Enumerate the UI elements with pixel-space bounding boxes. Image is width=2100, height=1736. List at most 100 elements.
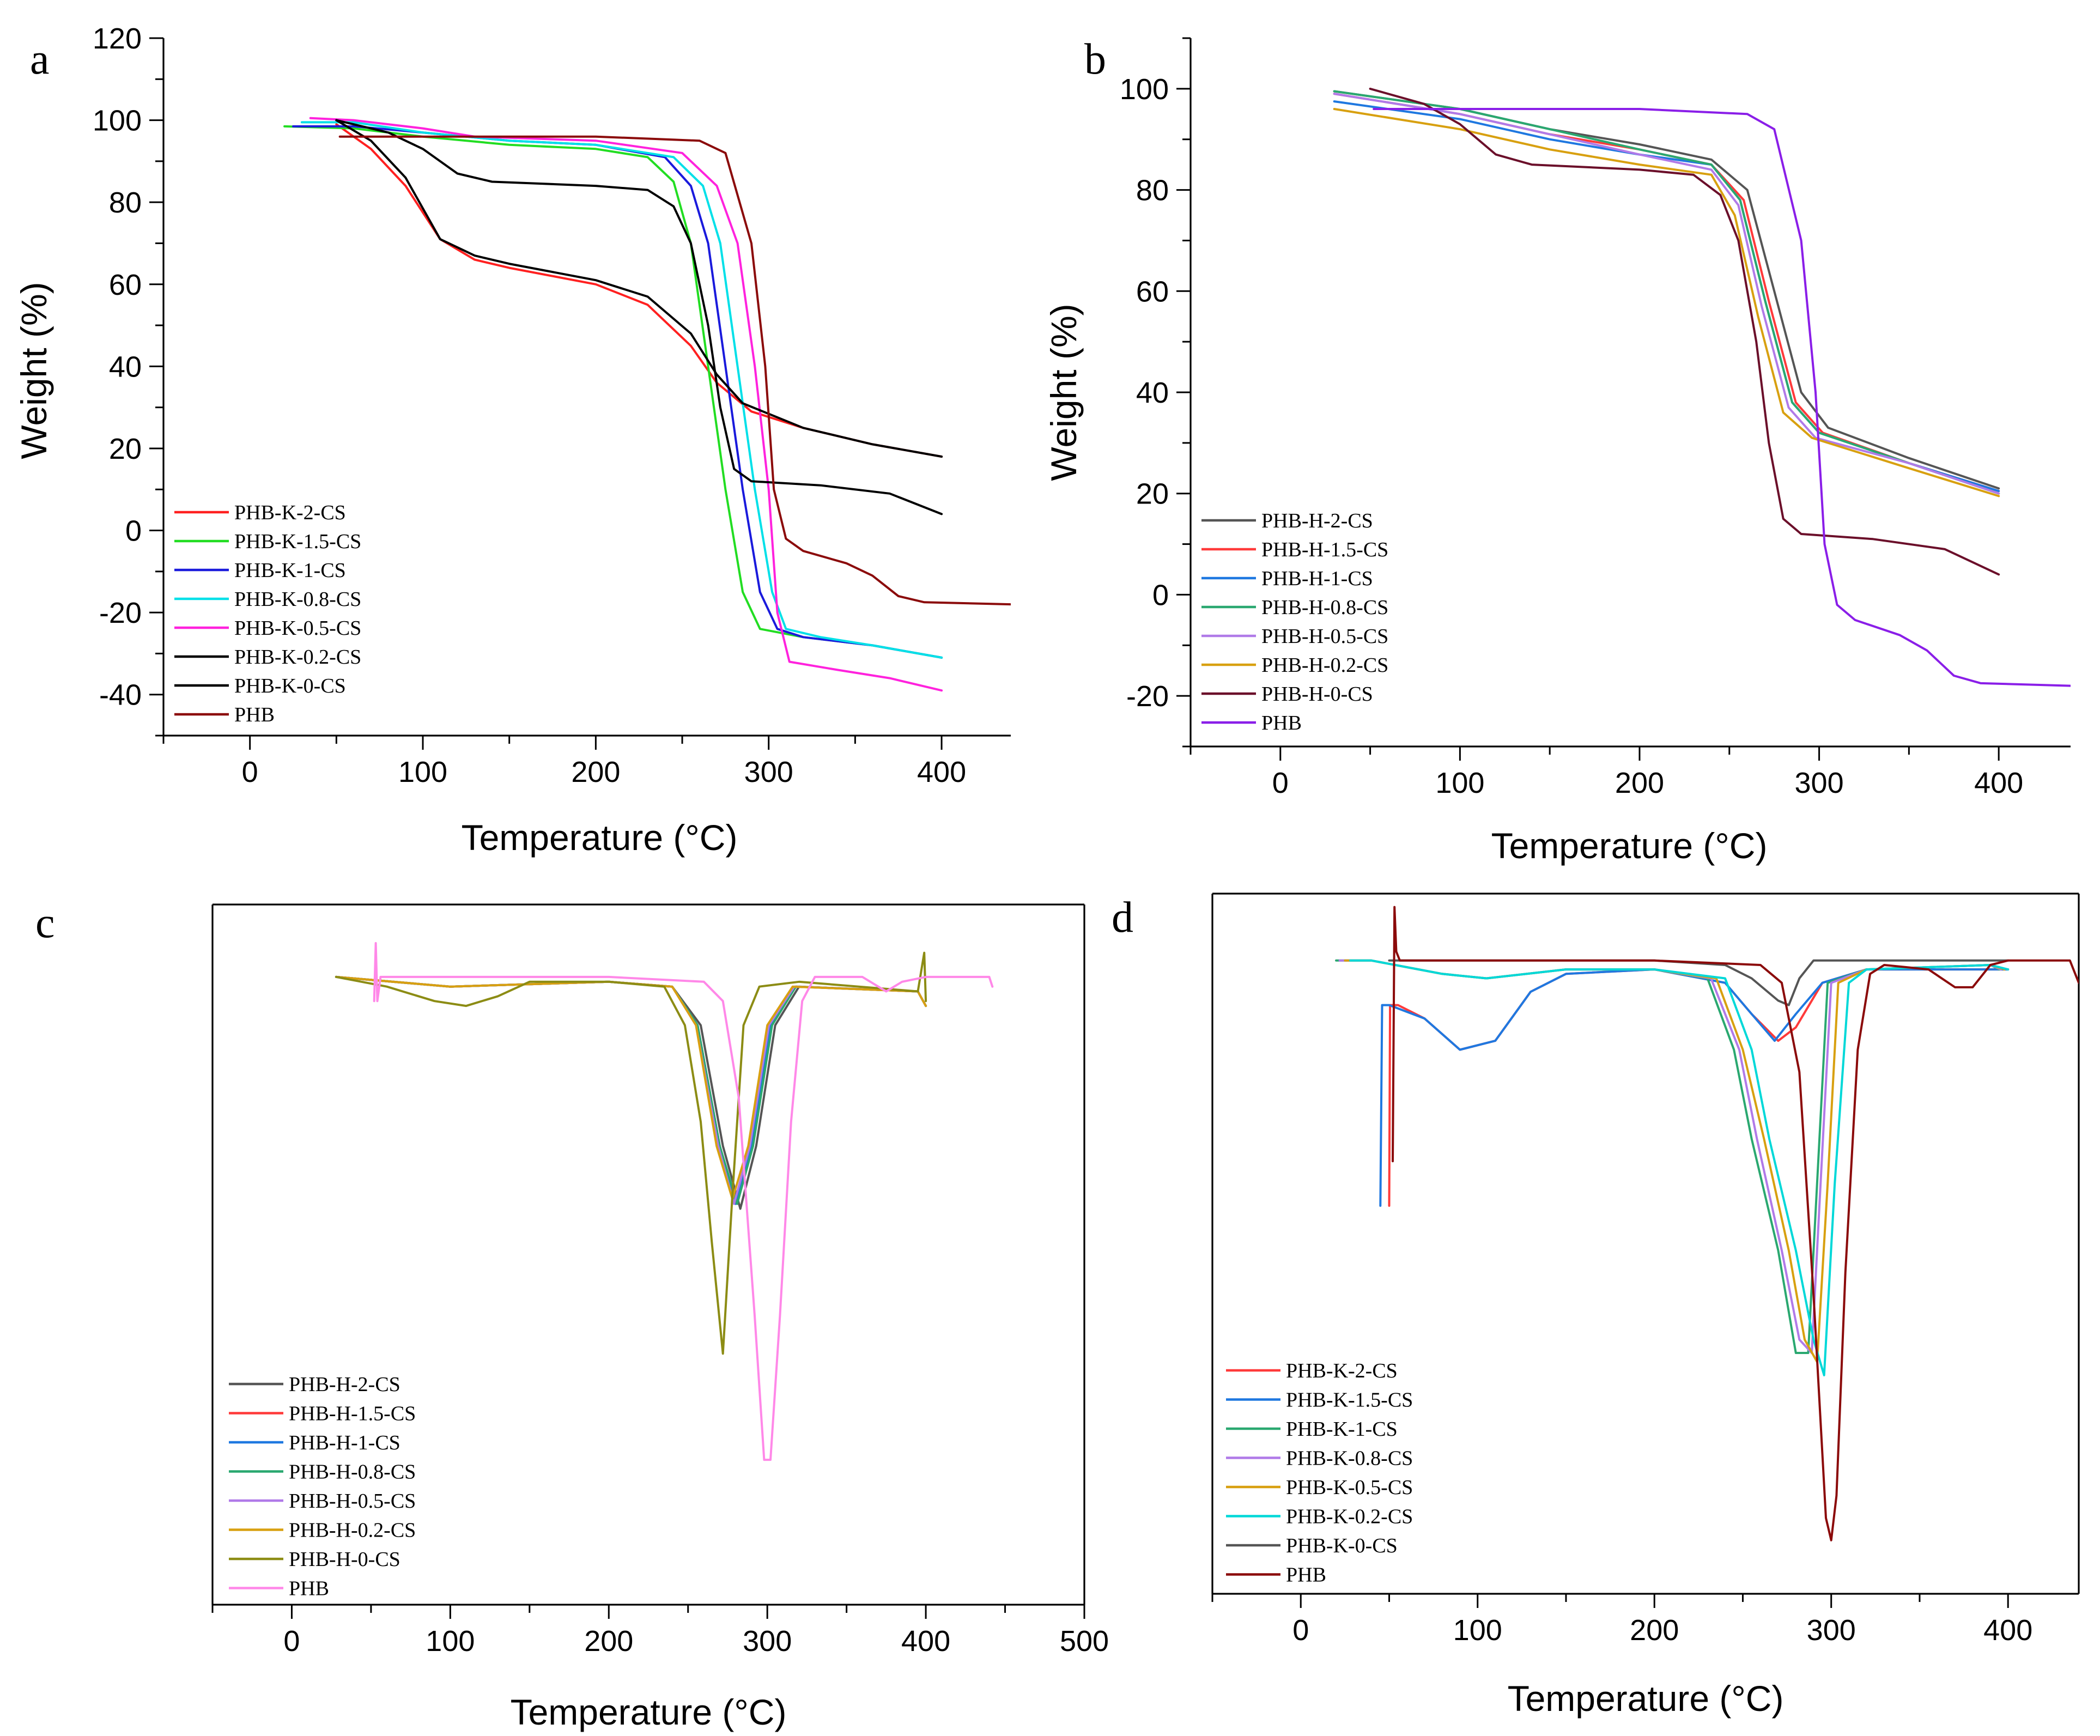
panel-a-legend-label: PHB-K-1.5-CS [234,530,361,553]
panel-c-x-tick-label: 200 [584,1625,633,1658]
panel-c-legend-label: PHB-H-0.2-CS [289,1519,416,1542]
panel-d-legend-label: PHB-K-0.5-CS [1286,1476,1413,1499]
panel-c-series-line-phb-h-0-2-cs [335,975,927,1200]
panel-b-y-tick-label: 60 [1136,275,1169,308]
panel-a-series-line-phb-k-0-2-cs [335,119,943,458]
panel-a-x-tick-label: 100 [398,756,447,788]
panel-c-legend-label: PHB-H-0-CS [289,1548,400,1571]
panel-d-series-line-phb-k-1-cs [1335,959,2000,1354]
panel-c-legend-label: PHB-H-0.5-CS [289,1490,416,1513]
panel-b-legend-label: PHB [1261,712,1302,735]
panel-b-legend-label: PHB-H-0.2-CS [1261,654,1388,677]
panel-c-legend-label: PHB-H-2-CS [289,1373,400,1396]
panel-b-y-tick-label: -20 [1126,680,1169,713]
panel-b-series-line-phb-h-0-cs [1369,87,2000,576]
panel-a-legend-label: PHB-K-2-CS [234,501,346,524]
panel-d-series-line-phb-k-2-cs [1388,968,2010,1207]
panel-a-legend-label: PHB-K-0.2-CS [234,646,361,669]
panel-b-legend-label: PHB-H-0.8-CS [1261,596,1388,619]
panel-a-x-tick-label: 300 [744,756,793,788]
panel-d-x-tick-label: 400 [1983,1614,2032,1647]
panel-c-x-tick-label: 400 [901,1625,950,1658]
panel-b-letter: b [1084,35,1106,83]
panel-c-legend-label: PHB-H-0.8-CS [289,1461,416,1484]
panel-c-legend-label: PHB-H-1.5-CS [289,1403,416,1425]
panel-a-y-tick-label: -20 [99,597,142,629]
panel-a-legend-label: PHB [234,703,275,726]
panel-b-x-tick-label: 100 [1435,767,1484,799]
panel-c-series-line-phb-h-2-cs [335,975,927,1210]
panel-c-letter: c [35,899,55,947]
panel-b-y-axis-title: Weight (%) [1043,304,1084,481]
panel-b-x-tick-label: 200 [1615,767,1664,799]
panel-a-y-tick-label: 20 [109,433,142,465]
panel-b-x-axis-title: Temperature (°C) [1491,825,1768,866]
panel-a-weight-loss-chart: a Temperature (°C) Weight (%) 0 100 200 300… [14,22,1011,858]
panel-c-series-line-phb [373,942,994,1461]
panel-d-series-line-phb [1392,906,2079,1541]
panel-d-legend-label: PHB-K-0.8-CS [1286,1447,1413,1470]
panel-a-y-tick-label: 100 [93,105,142,137]
panel-b-series-line-phb-h-0-5-cs [1333,93,2000,495]
panel-c-x-tick-label: 300 [743,1625,792,1658]
panel-a-series-line-phb-k-0-8-cs [300,121,943,659]
panel-c-legend-label: PHB [289,1577,329,1600]
panel-c-x-tick-label: 100 [426,1625,475,1658]
panel-d-legend-label: PHB [1286,1564,1326,1587]
panel-b-weight-loss-chart: b Temperature (°C) Weight (%) 0 100 200 300… [1043,35,2071,866]
panel-a-series-line-phb [338,135,1011,606]
panel-d-derivative-chart: d Temperature (°C) 0 100 200 300 400 PHB-K-2-… [1112,893,2080,1719]
panel-c-series-line-phb-h-0-5-cs [335,975,927,1205]
panel-b-y-tick-label: 20 [1136,478,1169,511]
panel-a-legend-label: PHB-K-0.5-CS [234,617,361,640]
panel-a-legend-label: PHB-K-1-CS [234,559,346,582]
panel-b-x-tick-label: 400 [1974,767,2023,799]
panel-c-series-line-phb-h-0-cs [335,951,927,1355]
panel-b-y-tick-label: 0 [1152,579,1169,611]
panel-a-y-tick-label: 40 [109,350,142,383]
panel-d-legend-label: PHB-K-0.2-CS [1286,1506,1413,1528]
panel-a-y-tick-label: -40 [99,679,142,712]
panel-a-x-axis-title: Temperature (°C) [462,817,738,858]
panel-a-y-tick-label: 120 [93,22,142,55]
panel-a-legend-label: PHB-K-0-CS [234,675,346,697]
panel-a-legend-label: PHB-K-0.8-CS [234,588,361,611]
panel-c-x-tick-label: 500 [1060,1625,1109,1658]
panel-b-legend-label: PHB-H-0.5-CS [1261,625,1388,648]
panel-a-series-line-phb-k-1-5-cs [283,125,943,659]
panel-d-legend-label: PHB-K-1-CS [1286,1418,1398,1441]
panel-c-series-line-phb-h-0-8-cs [335,975,927,1205]
panel-c-derivative-chart: c Temperature (°C) 0 100 200 300 400 500 PHB-H… [35,899,1109,1732]
panel-d-x-tick-label: 200 [1630,1614,1679,1647]
panel-c-x-tick-label: 0 [283,1625,300,1658]
panel-b-series-line-phb-h-0-2-cs [1333,108,2000,497]
panel-b-y-tick-label: 80 [1136,174,1169,207]
panel-c-legend-label: PHB-H-1-CS [289,1431,400,1454]
panel-d-legend-label: PHB-K-2-CS [1286,1359,1398,1382]
panel-a-y-axis-title: Weight (%) [14,282,54,459]
panel-b-series-line-phb [1373,108,2071,687]
panel-b-legend-label: PHB-H-1-CS [1261,567,1373,590]
panel-b-series-line-phb-h-1-5-cs [1333,93,2000,493]
panel-b-series-line-phb-h-2-cs [1333,90,2000,490]
panel-a-series-line-phb-k-1-cs [292,125,943,659]
panel-a-y-tick-label: 80 [109,186,142,219]
panel-b-series-line-phb-h-0-8-cs [1333,90,2000,495]
panel-d-legend-label: PHB-K-1.5-CS [1286,1389,1413,1412]
panel-b-legend-label: PHB-H-2-CS [1261,509,1373,532]
panel-d-x-tick-label: 100 [1453,1614,1502,1647]
panel-c-series-line-phb-h-1-cs [335,975,927,1205]
panel-a-x-tick-label: 400 [917,756,966,788]
panel-d-legend-label: PHB-K-0-CS [1286,1534,1398,1557]
panel-a-y-tick-label: 0 [125,515,142,548]
panel-d-series-line-phb-k-1-5-cs [1379,968,2010,1207]
panel-a-x-tick-label: 200 [571,756,620,788]
panel-d-series-line-phb-k-0-8-cs [1338,959,2002,1354]
panel-b-x-tick-label: 300 [1795,767,1844,799]
panel-a-series-line-phb-k-0-5-cs [309,117,943,692]
panel-b-x-tick-label: 0 [1272,767,1289,799]
panel-a-letter: a [30,35,50,83]
panel-d-x-tick-label: 300 [1807,1614,1856,1647]
panel-d-x-axis-title: Temperature (°C) [1508,1678,1784,1719]
